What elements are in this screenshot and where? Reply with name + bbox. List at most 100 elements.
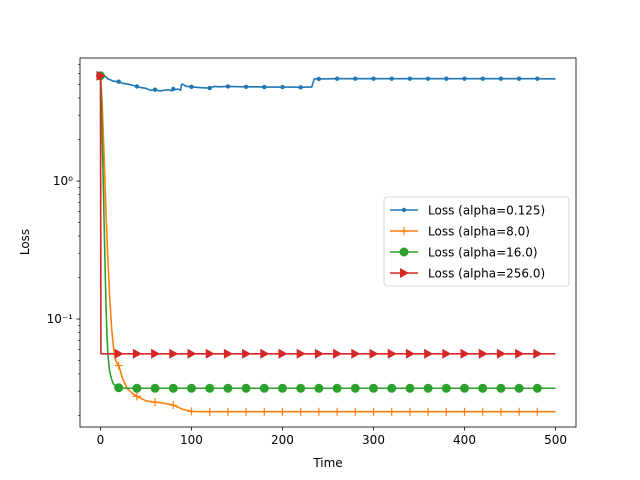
data-point <box>314 383 324 393</box>
data-point <box>296 348 306 359</box>
data-point <box>187 348 197 359</box>
data-point <box>478 348 488 359</box>
data-point <box>242 407 251 416</box>
data-point <box>116 79 121 84</box>
data-point <box>316 76 322 82</box>
data-point <box>535 76 540 81</box>
data-point <box>333 348 343 359</box>
legend-marker <box>399 247 409 257</box>
legend-marker <box>400 227 408 235</box>
data-point <box>132 392 141 401</box>
data-point <box>496 348 506 359</box>
legend-box <box>383 196 570 287</box>
data-point <box>460 407 469 416</box>
y-tick-label: 10⁰ <box>53 174 73 188</box>
data-point <box>260 407 269 416</box>
data-point <box>151 348 161 359</box>
data-point <box>533 348 543 359</box>
x-tick-label: 200 <box>271 433 294 447</box>
data-point <box>132 383 142 393</box>
data-point <box>96 70 106 81</box>
x-axis-ticks: 0 100 200 300 400 500 <box>97 427 567 447</box>
data-point <box>496 383 506 393</box>
data-point <box>296 383 306 393</box>
data-point <box>169 401 178 410</box>
data-point <box>480 76 485 81</box>
data-point <box>189 84 194 90</box>
data-point <box>260 348 270 359</box>
data-point <box>242 348 252 359</box>
data-point <box>205 383 215 393</box>
data-point <box>424 407 433 416</box>
data-point <box>533 407 542 416</box>
data-point <box>389 76 394 81</box>
data-point <box>407 76 413 81</box>
data-point <box>314 348 324 359</box>
data-point <box>351 407 360 416</box>
data-point <box>405 348 415 359</box>
data-point <box>387 348 397 359</box>
legend-entry: Loss (alpha=256.0) <box>390 267 545 281</box>
data-point <box>114 383 124 393</box>
data-point <box>187 407 196 416</box>
data-point <box>350 383 360 393</box>
data-point <box>478 407 487 416</box>
data-point <box>314 407 323 416</box>
x-tick-label: 400 <box>453 433 476 447</box>
y-axis-ticks: 10⁻¹ 10⁰ <box>47 64 80 416</box>
data-point <box>371 76 376 81</box>
data-point <box>296 407 305 416</box>
legend-label: Loss (alpha=8.0) <box>428 225 530 239</box>
data-point <box>423 383 433 393</box>
data-point <box>150 383 160 393</box>
data-point <box>387 407 396 416</box>
legend-marker <box>401 207 407 213</box>
data-point <box>223 383 233 393</box>
data-point <box>515 348 525 359</box>
legend-label: Loss (alpha=16.0) <box>428 246 538 260</box>
data-point <box>334 76 340 81</box>
series-line <box>100 74 556 92</box>
data-point <box>444 76 449 81</box>
data-point <box>278 407 287 416</box>
y-axis-label: Loss <box>18 229 32 255</box>
data-point <box>280 84 285 90</box>
x-axis-label: Time <box>312 456 342 470</box>
data-point <box>351 348 361 359</box>
x-tick-label: 100 <box>180 433 203 447</box>
data-point <box>243 84 249 90</box>
data-point <box>225 84 231 89</box>
legend-label: Loss (alpha=256.0) <box>428 267 545 281</box>
data-point <box>462 76 467 81</box>
series-3 <box>96 70 556 359</box>
data-point <box>205 407 214 416</box>
data-point <box>498 76 504 81</box>
data-point <box>460 348 470 359</box>
data-point <box>333 407 342 416</box>
data-point <box>205 348 215 359</box>
legend-label: Loss (alpha=0.125) <box>428 204 545 218</box>
data-point <box>442 407 451 416</box>
legend-entry: Loss (alpha=0.125) <box>390 204 545 218</box>
x-tick-label: 300 <box>362 433 385 447</box>
data-point <box>387 383 397 393</box>
data-point <box>223 348 233 359</box>
x-tick-label: 500 <box>544 433 567 447</box>
data-point <box>114 361 123 370</box>
legend-entry: Loss (alpha=16.0) <box>390 246 538 260</box>
data-point <box>514 383 524 393</box>
data-point <box>441 383 451 393</box>
data-point <box>241 383 251 393</box>
data-point <box>262 84 267 90</box>
data-point <box>424 348 434 359</box>
data-point <box>259 383 269 393</box>
data-point <box>442 348 452 359</box>
data-point <box>332 383 342 393</box>
data-point <box>152 87 158 92</box>
data-point <box>353 76 358 81</box>
series-0 <box>98 73 556 92</box>
data-point <box>134 84 140 89</box>
data-point <box>151 398 160 407</box>
data-point <box>405 407 414 416</box>
